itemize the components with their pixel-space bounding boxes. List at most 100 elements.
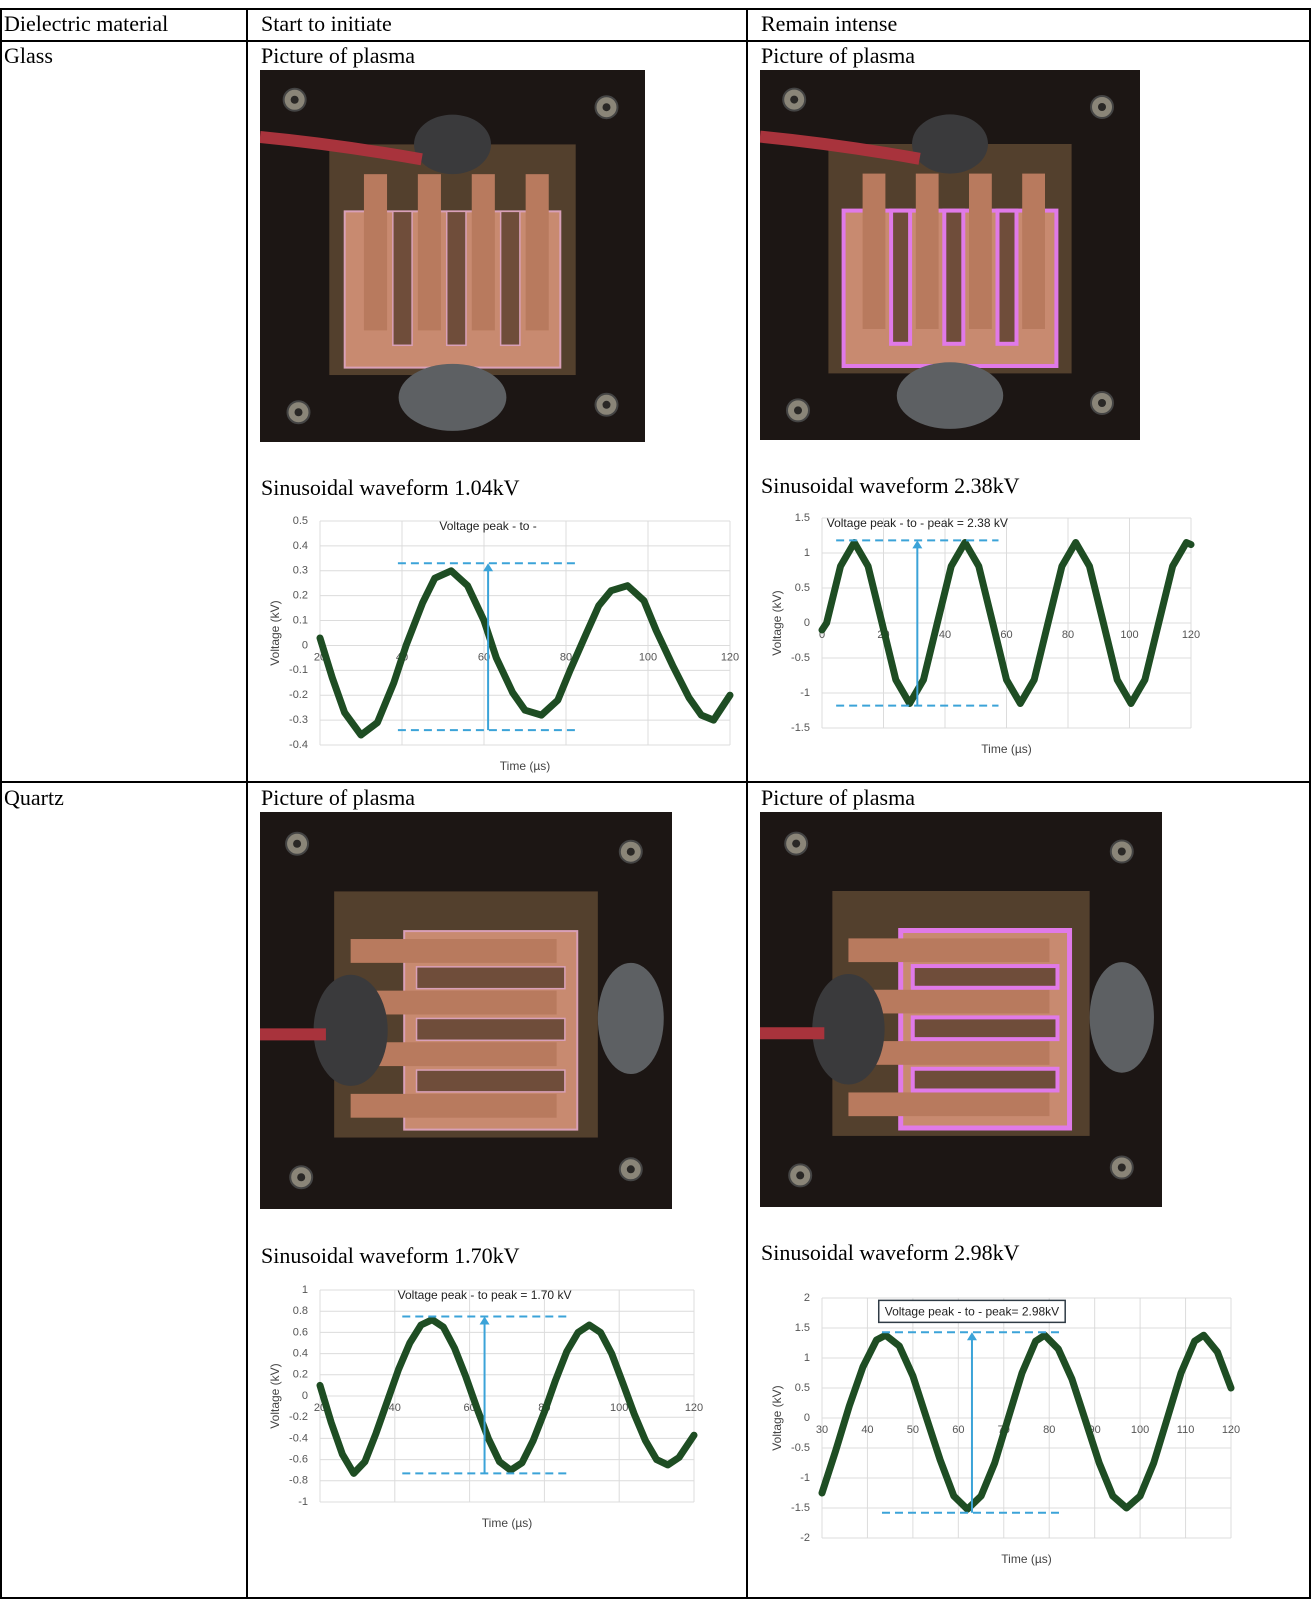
y-tick-label: -1	[800, 1472, 810, 1484]
electrode-finger	[472, 174, 495, 330]
x-tick-label: 80	[1062, 629, 1074, 641]
waveform-label: Sinusoidal waveform 2.38kV	[761, 473, 1019, 499]
x-axis-label: Time (µs)	[500, 759, 550, 773]
nut-hole	[1118, 1164, 1126, 1172]
nut-hole	[603, 401, 611, 409]
y-tick-label: 0	[302, 639, 308, 651]
electrode-finger	[1022, 174, 1045, 329]
nut-hole	[796, 1171, 804, 1179]
clay	[912, 114, 988, 173]
y-tick-label: 1	[804, 1352, 810, 1364]
y-tick-label: 0.6	[293, 1326, 308, 1338]
picture-label: Picture of plasma	[761, 43, 915, 69]
picture-label: Picture of plasma	[761, 785, 915, 811]
nut-hole	[603, 103, 611, 111]
clay	[399, 364, 507, 431]
y-tick-label: 0.4	[293, 1348, 308, 1360]
y-axis-label: Voltage (kV)	[770, 1385, 784, 1450]
y-tick-label: -0.3	[289, 714, 308, 726]
table-rule	[0, 781, 1311, 783]
x-tick-label: 40	[939, 629, 951, 641]
x-tick-label: 50	[907, 1424, 919, 1436]
y-tick-label: -0.1	[289, 664, 308, 676]
y-tick-label: 1	[804, 547, 810, 559]
annotation: Voltage peak - to -	[439, 519, 536, 533]
y-tick-label: 2	[804, 1292, 810, 1304]
y-tick-label: 0.3	[293, 565, 308, 577]
x-tick-label: 100	[639, 651, 657, 663]
y-tick-label: 0.1	[293, 614, 308, 626]
x-axis-label: Time (µs)	[981, 742, 1031, 756]
y-tick-label: -1.5	[791, 722, 810, 734]
nut-hole	[792, 840, 800, 848]
nut-hole	[790, 96, 798, 104]
nut-hole	[627, 1165, 635, 1173]
header-cell: Dielectric material	[4, 11, 168, 37]
arrow-head	[480, 1317, 490, 1325]
x-tick-label: 40	[861, 1424, 873, 1436]
waveform-label: Sinusoidal waveform 1.70kV	[261, 1243, 519, 1269]
plasma-photo	[260, 812, 672, 1209]
y-tick-label: -1	[800, 687, 810, 699]
gap	[417, 1018, 565, 1040]
nut-hole	[293, 840, 301, 848]
nut-hole	[291, 96, 299, 104]
x-tick-label: 40	[389, 1402, 401, 1414]
annotation: Voltage peak - to peak = 1.70 kV	[398, 1288, 572, 1302]
x-tick-label: 80	[1043, 1424, 1055, 1436]
nut-hole	[1098, 399, 1106, 407]
y-tick-label: 0.4	[293, 540, 308, 552]
picture-label: Picture of plasma	[261, 43, 415, 69]
table-rule	[0, 40, 1311, 42]
electrode-finger	[364, 174, 387, 330]
y-tick-label: 0.5	[795, 1382, 810, 1394]
x-tick-label: 110	[1177, 1424, 1195, 1436]
gap	[417, 967, 565, 989]
x-tick-label: 60	[1000, 629, 1012, 641]
clay	[598, 963, 664, 1074]
y-tick-label: 0.2	[293, 1369, 308, 1381]
x-tick-label: 100	[1120, 629, 1138, 641]
gap	[417, 1070, 565, 1092]
document-page: Dielectric material Start to initiate Re…	[0, 0, 1314, 1600]
y-tick-label: -0.5	[791, 652, 810, 664]
waveform	[320, 1320, 694, 1474]
electrode-finger	[526, 174, 549, 330]
y-tick-label: -0.5	[791, 1442, 810, 1454]
header-cell: Start to initiate	[261, 11, 392, 37]
plasma-photo	[260, 70, 645, 442]
y-tick-label: 1.5	[795, 512, 810, 524]
nut-hole	[1118, 848, 1126, 856]
electrode-finger	[848, 938, 1049, 962]
y-tick-label: 1.5	[795, 1322, 810, 1334]
plasma-photo	[760, 70, 1140, 440]
y-tick-label: -1.5	[791, 1502, 810, 1514]
electrode-finger	[351, 939, 557, 963]
electrode-finger	[418, 174, 441, 330]
y-tick-label: -0.4	[289, 739, 308, 751]
annotation: Voltage peak - to - peak= 2.98kV	[885, 1304, 1059, 1318]
x-tick-label: 120	[1222, 1424, 1240, 1436]
gap	[393, 211, 412, 345]
arrow-head	[967, 1332, 977, 1340]
x-tick-label: 30	[816, 1424, 828, 1436]
electrode-finger	[848, 1092, 1049, 1116]
x-tick-label: 120	[685, 1402, 703, 1414]
waveform-chart: -2-1.5-1-0.500.511.523040506070809010011…	[760, 1282, 1245, 1572]
gap	[913, 1017, 1058, 1039]
x-axis-label: Time (µs)	[1001, 1552, 1051, 1566]
y-tick-label: 0.5	[795, 582, 810, 594]
y-axis-label: Voltage (kV)	[770, 590, 784, 655]
y-tick-label: -0.2	[289, 689, 308, 701]
waveform-chart: -1-0.8-0.6-0.4-0.200.20.40.60.8120406080…	[258, 1274, 708, 1536]
table-rule	[0, 8, 1311, 10]
waveform-label: Sinusoidal waveform 1.04kV	[261, 475, 519, 501]
clay	[1090, 962, 1154, 1073]
gap	[913, 1069, 1058, 1091]
y-axis-label: Voltage (kV)	[268, 1363, 282, 1428]
picture-label: Picture of plasma	[261, 785, 415, 811]
gap	[891, 211, 910, 344]
electrode-finger	[863, 174, 886, 329]
